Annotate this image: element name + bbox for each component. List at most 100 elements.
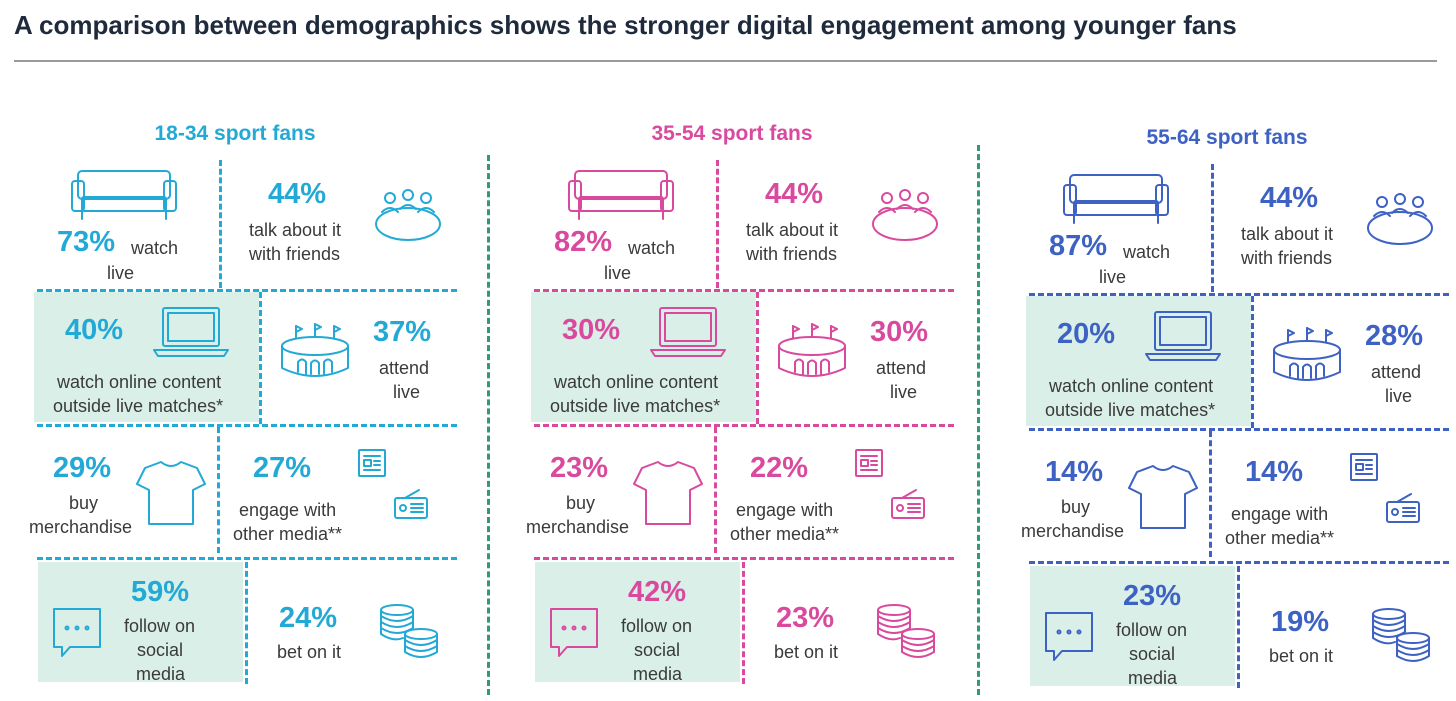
bet-percent: 24% [279, 602, 338, 634]
meeting-table-icon [870, 189, 940, 242]
vertical-separator [1211, 164, 1214, 292]
vertical-separator [1251, 296, 1254, 428]
buy-merch-percent: 14% [1045, 456, 1104, 488]
group-title: 18-34 sport fans [154, 122, 316, 145]
chat-bubble-icon [548, 606, 600, 658]
buy-label: buy [1061, 497, 1091, 517]
horizontal-separator [534, 424, 954, 427]
column-divider [977, 145, 980, 695]
vertical-separator [714, 427, 717, 553]
bet-percent: 19% [1271, 606, 1330, 638]
coins-icon [874, 604, 938, 666]
t-shirt-icon [1128, 462, 1198, 534]
laptop-icon [1145, 310, 1223, 362]
meeting-table-icon [1365, 193, 1435, 246]
horizontal-separator [37, 424, 457, 427]
buy-merch-percent: 29% [53, 452, 112, 484]
vertical-separator [1237, 566, 1240, 688]
bet-label: bet on it [774, 642, 839, 662]
group-column: 18-34 sport fans [15, 0, 455, 697]
column-divider [487, 155, 490, 695]
vertical-separator [245, 562, 248, 684]
watch-live-percent: 82% [554, 226, 613, 258]
talk-friends-percent: 44% [1260, 182, 1319, 214]
social-label: social [137, 640, 184, 660]
watch-live-percent: 73% [57, 226, 116, 258]
talk-label-line2: with friends [249, 244, 341, 264]
follow-label: follow on [124, 616, 196, 636]
vertical-separator [217, 427, 220, 553]
live-label: live [107, 263, 135, 283]
media-label: media [136, 664, 186, 684]
talk-friends-percent: 44% [765, 178, 824, 210]
newspaper-icon [357, 448, 387, 478]
group-column: 55-64 sport fans [1007, 0, 1447, 697]
live-label: live [890, 382, 918, 402]
buy-label: buy [566, 493, 596, 513]
title-rule [14, 60, 1437, 62]
engage-label-line1: engage with [1231, 504, 1329, 524]
online-content-percent: 40% [65, 314, 124, 346]
attend-label: attend [876, 358, 927, 378]
group-column: 35-54 sport fans [512, 0, 952, 697]
chat-bubble-icon [51, 606, 103, 658]
engage-label-line1: engage with [239, 500, 337, 520]
radio-icon [1385, 492, 1421, 524]
vertical-separator [742, 562, 745, 684]
bet-label: bet on it [1269, 646, 1334, 666]
engage-label-line1: engage with [736, 500, 834, 520]
buy-merch-percent: 23% [550, 452, 609, 484]
attend-live-percent: 30% [870, 316, 929, 348]
group-title: 55-64 sport fans [1146, 126, 1308, 149]
talk-friends-percent: 44% [268, 178, 327, 210]
engage-label-line2: other media** [233, 524, 343, 544]
social-media-percent: 59% [131, 576, 190, 608]
stadium-icon [280, 323, 352, 386]
radio-icon [890, 488, 926, 520]
online-label-line2: outside live matches* [1045, 400, 1216, 420]
page-title: A comparison between demographics shows … [14, 10, 1237, 40]
horizontal-separator [1029, 428, 1449, 431]
vertical-separator [219, 160, 222, 288]
online-label-line1: watch online content [1049, 376, 1214, 396]
group-title: 35-54 sport fans [651, 122, 813, 145]
attend-label: attend [1371, 362, 1422, 382]
social-label: social [634, 640, 681, 660]
vertical-separator [716, 160, 719, 288]
sofa-icon [1060, 169, 1172, 225]
talk-label-line1: talk about it [249, 220, 342, 240]
highlight-social [535, 562, 740, 682]
laptop-icon [153, 306, 231, 358]
horizontal-separator [37, 289, 457, 292]
meeting-table-icon [373, 189, 443, 242]
bet-percent: 23% [776, 602, 835, 634]
other-media-percent: 27% [253, 452, 312, 484]
group-panel: 82% watch live 44% talk about it with friends… [512, 0, 962, 697]
coins-icon [377, 604, 441, 666]
other-media-percent: 22% [750, 452, 809, 484]
online-content-percent: 20% [1057, 318, 1116, 350]
watch-label: watch [131, 238, 179, 258]
newspaper-icon [854, 448, 884, 478]
live-label: live [604, 263, 632, 283]
online-label-line1: watch online content [554, 372, 719, 392]
watch-label: watch [628, 238, 676, 258]
stadium-icon [1272, 327, 1344, 390]
engage-label-line2: other media** [730, 524, 840, 544]
radio-icon [393, 488, 429, 520]
talk-label-line1: talk about it [1241, 224, 1334, 244]
live-label: live [1385, 386, 1413, 406]
sofa-icon [565, 165, 677, 221]
horizontal-separator [534, 557, 954, 560]
laptop-icon [650, 306, 728, 358]
engage-label-line2: other media** [1225, 528, 1335, 548]
online-label-line2: outside live matches* [53, 396, 224, 416]
attend-live-percent: 37% [373, 316, 432, 348]
vertical-separator [259, 292, 262, 424]
live-label: live [1099, 267, 1127, 287]
highlight-social [1030, 566, 1235, 686]
social-media-percent: 42% [628, 576, 687, 608]
attend-label: attend [379, 358, 430, 378]
merchandise-label: merchandise [29, 517, 133, 537]
t-shirt-icon [633, 458, 703, 530]
